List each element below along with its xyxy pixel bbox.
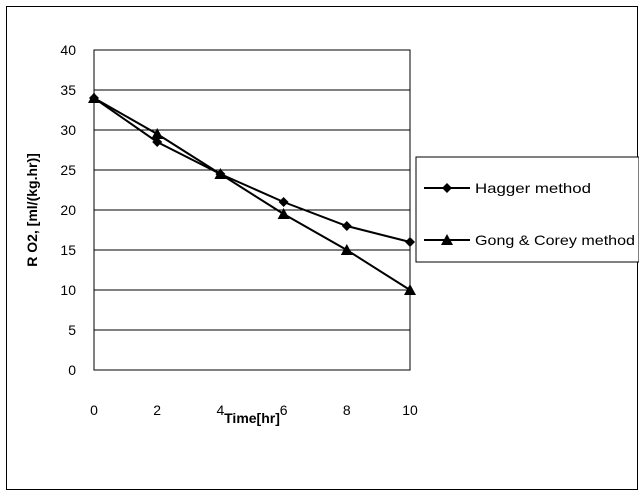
y-tick-labels: 0 5 10 15 20 25 30 35 40 [60, 42, 76, 378]
legend-entry-1: Hagger method [424, 180, 591, 196]
legend-label: Gong & Corey method [475, 232, 635, 248]
x-tick-label: 8 [343, 402, 351, 418]
data-point [88, 92, 100, 103]
data-point [277, 208, 290, 219]
y-axis-title: R O2, [ml/(kg.hr)] [24, 153, 40, 267]
legend-entry-2: Gong & Corey method [424, 232, 635, 248]
legend-marker [442, 183, 452, 193]
x-tick-label: 6 [280, 402, 288, 418]
y-tick-label: 40 [60, 42, 76, 58]
x-axis-title: Time[hr] [224, 410, 280, 426]
y-tick-label: 30 [60, 122, 76, 138]
y-tick-label: 25 [60, 162, 76, 178]
x-tick-label: 2 [153, 402, 161, 418]
data-point [405, 237, 415, 247]
data-point [152, 137, 163, 147]
series-line [93, 97, 411, 291]
legend-marker [441, 234, 453, 245]
legend-box [415, 156, 639, 263]
y-tick-label: 20 [60, 202, 76, 218]
legend-label: Hagger method [475, 180, 591, 196]
y-tick-label: 10 [60, 282, 76, 298]
data-point [404, 284, 416, 295]
series-group [88, 92, 416, 295]
gridlines [94, 49, 410, 371]
y-tick-label: 35 [60, 82, 76, 98]
x-tick-label: 4 [217, 402, 225, 418]
series-2 [88, 92, 416, 295]
data-point [340, 244, 353, 255]
x-tick-label: 10 [402, 402, 418, 418]
x-tick-label: 0 [90, 402, 98, 418]
data-point [341, 221, 352, 231]
series-line [93, 97, 411, 243]
y-tick-label: 5 [68, 322, 76, 338]
data-point [214, 168, 227, 179]
legend: Hagger method Gong & Corey method [415, 156, 639, 263]
x-tick-labels: 0 2 4 6 8 10 [90, 402, 418, 418]
data-point [278, 197, 289, 207]
y-tick-label: 15 [60, 242, 76, 258]
y-tick-label: 0 [68, 362, 76, 378]
data-point [151, 128, 164, 139]
